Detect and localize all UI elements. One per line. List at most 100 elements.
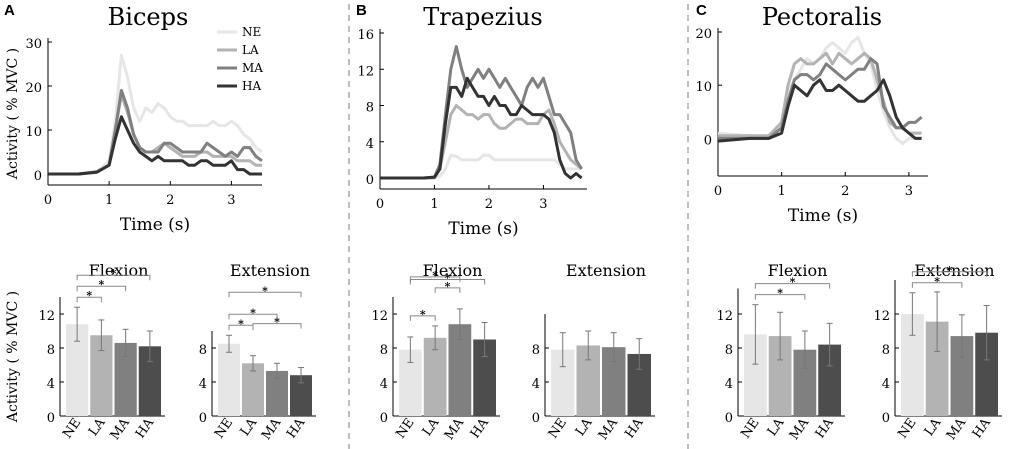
x-tick-label: HA <box>284 415 309 441</box>
x-tick-label: HA <box>970 415 995 441</box>
x-tick-label: HA <box>622 415 647 441</box>
series-line-ne <box>717 35 922 146</box>
significance-star: * <box>262 284 268 297</box>
y-tick-label: 4 <box>532 377 540 392</box>
bar-la <box>90 335 113 416</box>
legend-label: LA <box>242 43 259 57</box>
x-axis-label: Time (s) <box>448 219 518 239</box>
panel-letter: C <box>696 2 707 19</box>
x-tick-label: MA <box>787 415 813 443</box>
significance-bracket <box>409 279 486 285</box>
bar-ha <box>290 375 312 416</box>
bar-chart-title: Flexion <box>89 261 149 280</box>
significance-bracket <box>754 294 806 300</box>
x-tick-label: 3 <box>539 197 547 212</box>
legend-label: MA <box>242 61 263 75</box>
line-chart: 0 10 20 30 0 1 2 3 Time (s) Activity ( % MVC ) <box>5 37 263 235</box>
y-tick-label: 0 <box>532 411 540 426</box>
bar-ne <box>551 349 575 416</box>
significance-bracket <box>228 313 278 320</box>
y-axis-label: Activity ( % MVC ) <box>5 291 21 423</box>
significance-star: * <box>86 289 92 302</box>
bar-ma <box>950 336 974 416</box>
bar-chart: Flexion 0 4 8 12 NE LA MA HA * * <box>716 261 845 443</box>
x-axis-label: Time (s) <box>788 206 858 226</box>
y-tick-label: 12 <box>873 309 890 324</box>
significance-star: * <box>274 316 280 329</box>
x-tick-label: 3 <box>905 184 913 199</box>
legend-label: NE <box>242 25 261 39</box>
x-tick-label: LA <box>238 415 261 439</box>
bar-la <box>242 363 264 416</box>
significance-bracket <box>228 291 302 298</box>
panel-letter: A <box>4 2 15 19</box>
x-tick-label: LA <box>420 415 443 439</box>
significance-bracket <box>911 271 988 277</box>
y-tick-label: 20 <box>695 27 712 42</box>
y-tick-label: 10 <box>25 125 42 140</box>
significance-star: * <box>790 276 796 289</box>
significance-star: * <box>777 287 783 300</box>
x-tick-label: 0 <box>714 184 722 199</box>
significance-bracket <box>754 283 831 289</box>
x-tick-label: MA <box>259 415 285 443</box>
series-line-la <box>718 51 922 138</box>
bar-ma <box>793 349 817 416</box>
y-tick-label: 8 <box>47 343 55 358</box>
legend: NE LA MA HA <box>217 25 263 93</box>
y-tick-label: 8 <box>199 343 207 358</box>
y-tick-label: 20 <box>25 81 42 96</box>
legend-label: HA <box>242 79 261 93</box>
y-tick-label: 0 <box>380 411 388 426</box>
significance-star: * <box>238 317 244 330</box>
bar-ne <box>901 314 924 416</box>
x-tick-label: NE <box>60 416 84 442</box>
significance-bracket <box>434 287 461 293</box>
x-axis-label: Time (s) <box>120 215 190 235</box>
x-tick-label: HA <box>813 415 838 441</box>
y-tick-label: 8 <box>882 343 890 358</box>
x-tick-label: 1 <box>430 197 438 212</box>
bar-ha <box>975 332 998 416</box>
y-tick-label: 12 <box>38 309 55 324</box>
x-tick-label: LA <box>765 415 788 439</box>
x-tick-label: 0 <box>44 193 52 208</box>
y-tick-label: 0 <box>47 411 55 426</box>
x-tick-label: MA <box>442 415 468 443</box>
bar-la <box>925 321 949 416</box>
bar-chart: Extension 0 4 8 NE LA MA HA <box>532 261 655 443</box>
y-tick-label: 4 <box>366 137 374 152</box>
bar-chart-title: Extension <box>914 261 994 280</box>
significance-star: * <box>250 306 256 319</box>
bar-ha <box>473 339 496 416</box>
y-tick-label: 0 <box>704 133 712 148</box>
y-tick-label: 8 <box>366 101 374 116</box>
bar-ne <box>218 343 240 416</box>
bar-ne <box>744 334 767 416</box>
y-tick-label: 0 <box>34 169 42 184</box>
bar-ha <box>138 346 161 416</box>
bar-la <box>768 336 792 416</box>
significance-star: * <box>111 267 117 280</box>
significance-star: * <box>934 275 940 288</box>
series-line-ma <box>718 57 923 140</box>
series-line-ne <box>380 153 582 180</box>
y-tick-label: 0 <box>366 173 374 188</box>
y-tick-label: 4 <box>882 377 890 392</box>
y-tick-label: 0 <box>199 411 207 426</box>
bar-ne <box>66 324 89 416</box>
significance-star: * <box>420 308 426 321</box>
x-tick-label: NE <box>212 416 236 442</box>
y-tick-label: 12 <box>357 64 374 79</box>
y-tick-label: 0 <box>882 411 890 426</box>
y-axis-label: Activity ( % MVC ) <box>5 48 21 180</box>
x-tick-label: 2 <box>841 184 849 199</box>
bar-ma <box>266 370 288 416</box>
y-tick-label: 12 <box>716 309 733 324</box>
x-tick-label: 2 <box>166 193 174 208</box>
y-tick-label: 16 <box>357 28 374 43</box>
